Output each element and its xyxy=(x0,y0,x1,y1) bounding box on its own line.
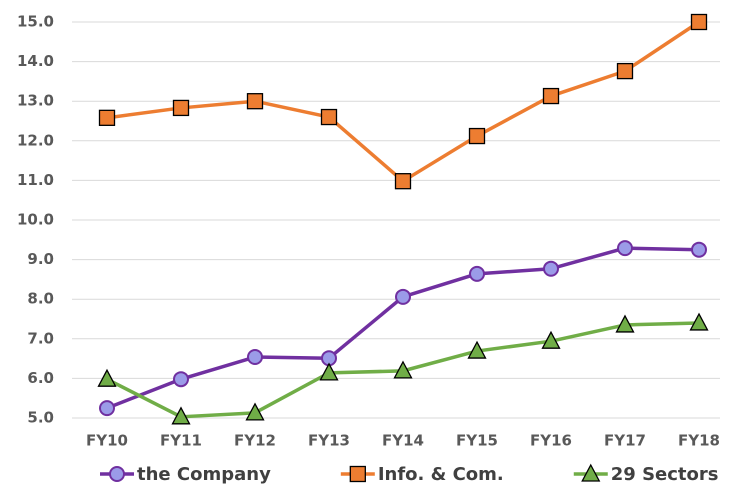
data-point xyxy=(98,109,116,126)
data-point xyxy=(542,87,560,105)
data-point xyxy=(468,127,486,145)
data-point xyxy=(99,400,115,417)
data-point xyxy=(171,406,191,425)
data-point xyxy=(690,13,708,31)
data-point xyxy=(541,330,561,349)
legend-marker xyxy=(581,463,601,482)
data-point xyxy=(394,173,412,190)
y-tick-label: 5.0 xyxy=(27,409,54,427)
y-tick-label: 6.0 xyxy=(27,369,54,387)
data-point xyxy=(689,312,709,331)
data-point xyxy=(247,349,263,366)
x-tick-label: FY10 xyxy=(86,432,128,450)
y-tick-label: 8.0 xyxy=(27,290,54,308)
data-point xyxy=(320,108,338,126)
x-tick-label: FY12 xyxy=(234,432,276,450)
data-point xyxy=(617,240,633,257)
legend-label: the Company xyxy=(137,464,271,485)
y-tick-label: 15.0 xyxy=(17,13,54,31)
x-tick-label: FY15 xyxy=(456,432,498,450)
legend-marker xyxy=(349,465,366,483)
data-point xyxy=(616,62,634,80)
data-point xyxy=(615,314,635,333)
y-tick-label: 10.0 xyxy=(17,211,54,229)
data-point xyxy=(467,340,487,359)
data-point xyxy=(173,371,189,388)
data-point xyxy=(393,360,413,379)
x-tick-label: FY14 xyxy=(382,432,424,450)
data-point xyxy=(691,241,707,258)
data-point xyxy=(543,260,559,277)
y-tick-label: 9.0 xyxy=(27,250,54,268)
data-point xyxy=(469,265,485,282)
data-point xyxy=(172,99,190,117)
x-tick-label: FY13 xyxy=(308,432,350,450)
legend-marker xyxy=(109,466,125,482)
x-tick-label: FY17 xyxy=(604,432,646,450)
x-tick-label: FY16 xyxy=(530,432,572,450)
y-tick-label: 14.0 xyxy=(17,52,54,70)
x-tick-label: FY11 xyxy=(160,432,202,450)
data-point xyxy=(395,288,411,305)
y-tick-label: 11.0 xyxy=(17,171,54,189)
y-tick-label: 13.0 xyxy=(17,92,54,110)
y-tick-label: 12.0 xyxy=(17,131,54,149)
x-tick-label: FY18 xyxy=(678,432,720,450)
y-tick-label: 7.0 xyxy=(27,329,54,347)
data-point xyxy=(245,402,265,421)
data-point xyxy=(97,368,117,387)
legend-label: Info. & Com. xyxy=(378,464,504,485)
data-point xyxy=(319,362,339,381)
data-point xyxy=(246,93,264,110)
legend-label: 29 Sectors xyxy=(611,464,719,485)
